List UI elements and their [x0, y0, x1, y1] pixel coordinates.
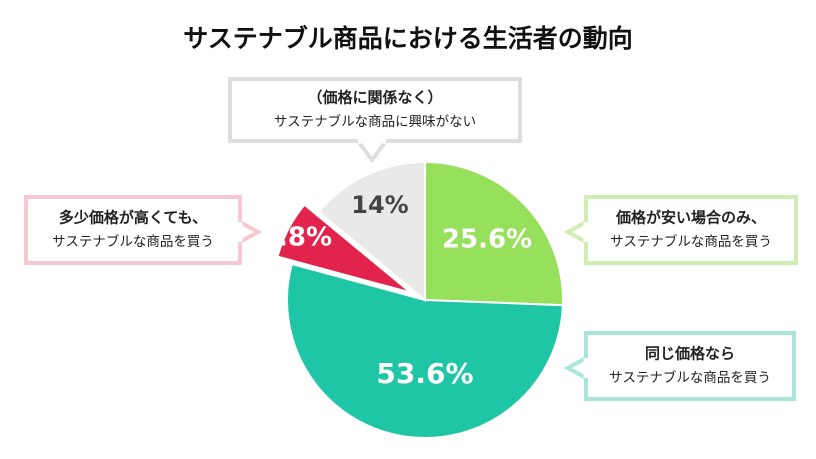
callout-box	[584, 195, 798, 265]
callout-text: サステナブルな商品を買う	[610, 233, 772, 250]
chart-title: サステナブル商品における生活者の動向	[183, 24, 633, 53]
value-label: 14%	[351, 191, 408, 219]
pie-slice	[424, 160, 564, 307]
value-label: 6.8%	[260, 223, 332, 253]
callout-text: サステナブルな商品に興味がない	[274, 113, 476, 130]
callout-text: （価格に関係なく）	[307, 89, 442, 107]
pie-slice	[286, 262, 564, 439]
callout-text: 多少価格が高くても、	[59, 209, 207, 227]
pie-slice	[317, 160, 426, 303]
callout-text: 同じ価格なら	[645, 345, 735, 363]
callout-box	[228, 77, 522, 143]
pie-slice	[276, 203, 412, 294]
callout-text: サステナブルな商品を買う	[52, 233, 214, 250]
callout-text: サステナブルな商品を買う	[609, 369, 771, 386]
callout-box	[584, 331, 796, 401]
value-label: 25.6%	[442, 225, 532, 255]
callout-text: 価格が安い場合のみ、	[615, 209, 766, 227]
value-label: 53.6%	[376, 357, 473, 390]
callout-box	[24, 195, 242, 265]
